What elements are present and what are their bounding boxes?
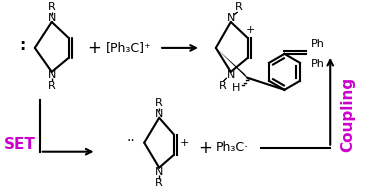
Text: ··: ·· <box>127 134 136 148</box>
Text: N: N <box>155 109 163 119</box>
Text: +: + <box>88 39 101 57</box>
Text: +: + <box>246 25 256 35</box>
Text: [Ph₃C]⁺: [Ph₃C]⁺ <box>106 41 151 54</box>
Text: R: R <box>48 81 56 91</box>
Text: Ph₃C·: Ph₃C· <box>216 141 249 154</box>
Text: Coupling: Coupling <box>340 77 355 152</box>
Text: +: + <box>179 138 189 148</box>
Text: +: + <box>198 139 212 157</box>
Text: SET: SET <box>4 137 36 152</box>
Text: :: : <box>19 38 25 53</box>
Text: Ph: Ph <box>311 39 325 49</box>
Polygon shape <box>216 48 251 82</box>
Text: R: R <box>235 2 242 12</box>
Text: N: N <box>226 70 235 80</box>
Text: R: R <box>155 178 163 188</box>
Text: R: R <box>48 2 56 12</box>
Text: N: N <box>155 167 163 177</box>
Text: H: H <box>232 83 240 93</box>
Text: N: N <box>47 70 56 80</box>
Text: R: R <box>155 98 163 108</box>
Text: N: N <box>226 13 235 23</box>
Text: R: R <box>219 81 227 91</box>
Text: Ph: Ph <box>311 59 325 69</box>
Text: N: N <box>47 13 56 23</box>
